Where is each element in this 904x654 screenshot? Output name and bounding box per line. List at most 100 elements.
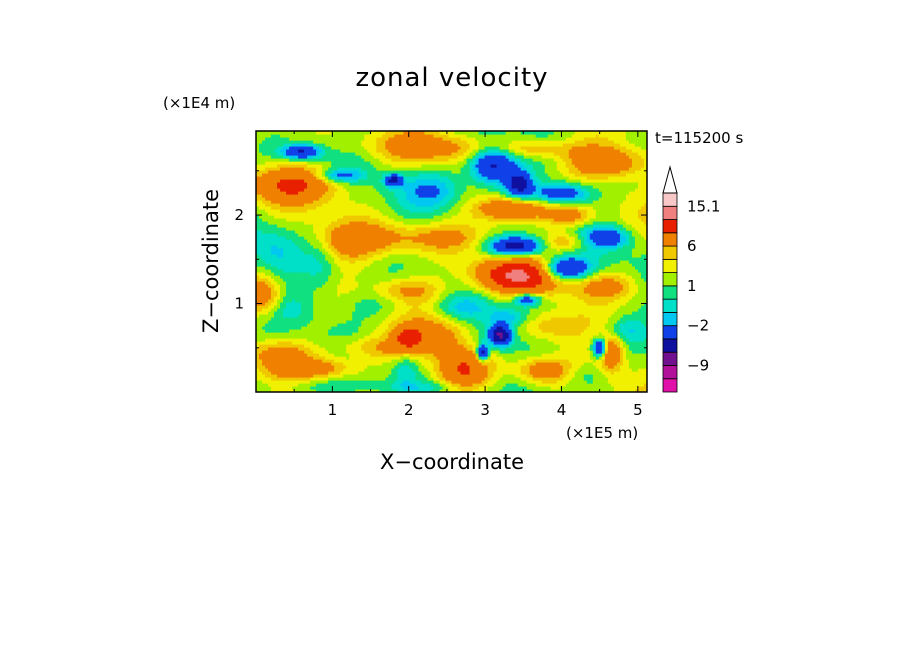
- contour-cell: [412, 188, 417, 192]
- contour-cell: [397, 326, 401, 330]
- contour-cell: [277, 338, 281, 342]
- contour-cell: [358, 341, 362, 345]
- contour-cell: [337, 176, 341, 180]
- contour-cell: [409, 173, 413, 177]
- contour-cell: [337, 179, 341, 183]
- contour-cell: [394, 134, 398, 138]
- contour-cell: [310, 293, 314, 297]
- contour-cell: [415, 191, 420, 195]
- contour-cell: [304, 134, 308, 138]
- contour-cell: [331, 200, 335, 204]
- contour-cell: [406, 326, 410, 330]
- contour-cell: [280, 293, 284, 297]
- contour-cell: [307, 359, 311, 363]
- contour-cell: [337, 221, 341, 225]
- contour-cell: [307, 245, 311, 249]
- contour-cell: [397, 293, 401, 297]
- contour-cell: [289, 335, 293, 339]
- contour-cell: [427, 308, 432, 312]
- contour-cell: [256, 140, 260, 144]
- contour-cell: [352, 350, 356, 354]
- contour-cell: [310, 167, 314, 171]
- contour-cell: [319, 149, 323, 153]
- contour-cell: [319, 218, 323, 222]
- contour-cell: [358, 248, 362, 252]
- contour-cell: [367, 155, 371, 159]
- contour-cell: [331, 320, 335, 324]
- contour-cell: [421, 365, 426, 369]
- contour-cell: [343, 137, 347, 141]
- contour-cell: [289, 155, 293, 159]
- contour-cell: [349, 137, 353, 141]
- contour-cell: [295, 194, 299, 198]
- contour-cell: [403, 365, 407, 369]
- contour-cell: [406, 191, 410, 195]
- contour-cell: [286, 374, 290, 378]
- contour-cell: [343, 326, 347, 330]
- contour-cell: [400, 251, 404, 255]
- contour-cell: [310, 131, 314, 135]
- contour-cell: [328, 389, 332, 392]
- contour-cell: [301, 317, 305, 321]
- contour-cell: [415, 284, 420, 288]
- contour-cell: [364, 317, 368, 321]
- contour-cell: [310, 287, 314, 291]
- contour-cell: [373, 248, 377, 252]
- contour-cell: [331, 359, 335, 363]
- contour-cell: [259, 386, 263, 390]
- contour-cell: [304, 203, 308, 207]
- contour-cell: [343, 221, 347, 225]
- contour-cell: [277, 188, 281, 192]
- contour-cell: [340, 338, 344, 342]
- time-label: t=115200 s: [655, 129, 743, 147]
- contour-cell: [358, 221, 362, 225]
- contour-cell: [376, 347, 380, 351]
- contour-cell: [334, 182, 338, 186]
- contour-cell: [310, 191, 314, 195]
- contour-cell: [295, 323, 299, 327]
- contour-cell: [319, 143, 323, 147]
- contour-cell: [319, 359, 323, 363]
- contour-cell: [355, 191, 359, 195]
- contour-cell: [298, 239, 302, 243]
- contour-cell: [334, 380, 338, 384]
- contour-cell: [268, 293, 272, 297]
- contour-cell: [385, 239, 389, 243]
- contour-cell: [382, 374, 386, 378]
- contour-cell: [409, 257, 413, 261]
- contour-cell: [415, 278, 420, 282]
- contour-cell: [325, 230, 329, 234]
- contour-cell: [379, 191, 383, 195]
- contour-cell: [343, 173, 347, 177]
- contour-cell: [313, 140, 317, 144]
- contour-cell: [370, 182, 374, 186]
- contour-cell: [406, 221, 410, 225]
- contour-cell: [256, 314, 260, 318]
- contour-cell: [382, 218, 386, 222]
- contour-cell: [379, 131, 383, 135]
- contour-cell: [400, 347, 404, 351]
- contour-cell: [331, 188, 335, 192]
- contour-cell: [427, 311, 432, 315]
- contour-cell: [424, 317, 429, 321]
- contour-cell: [313, 146, 317, 150]
- contour-cell: [277, 140, 281, 144]
- contour-cell: [328, 371, 332, 375]
- contour-cell: [322, 302, 326, 306]
- contour-cell: [352, 365, 356, 369]
- contour-cell: [361, 338, 365, 342]
- contour-cell: [403, 185, 407, 189]
- contour-cell: [415, 269, 420, 273]
- contour-cell: [358, 368, 362, 372]
- contour-cell: [331, 203, 335, 207]
- contour-cell: [259, 263, 263, 267]
- contour-cell: [265, 245, 269, 249]
- contour-cell: [274, 317, 278, 321]
- contour-cell: [265, 308, 269, 312]
- contour-cell: [373, 143, 377, 147]
- contour-cell: [412, 335, 417, 339]
- contour-cell: [328, 170, 332, 174]
- contour-cell: [307, 317, 311, 321]
- contour-cell: [361, 203, 365, 207]
- contour-cell: [412, 221, 417, 225]
